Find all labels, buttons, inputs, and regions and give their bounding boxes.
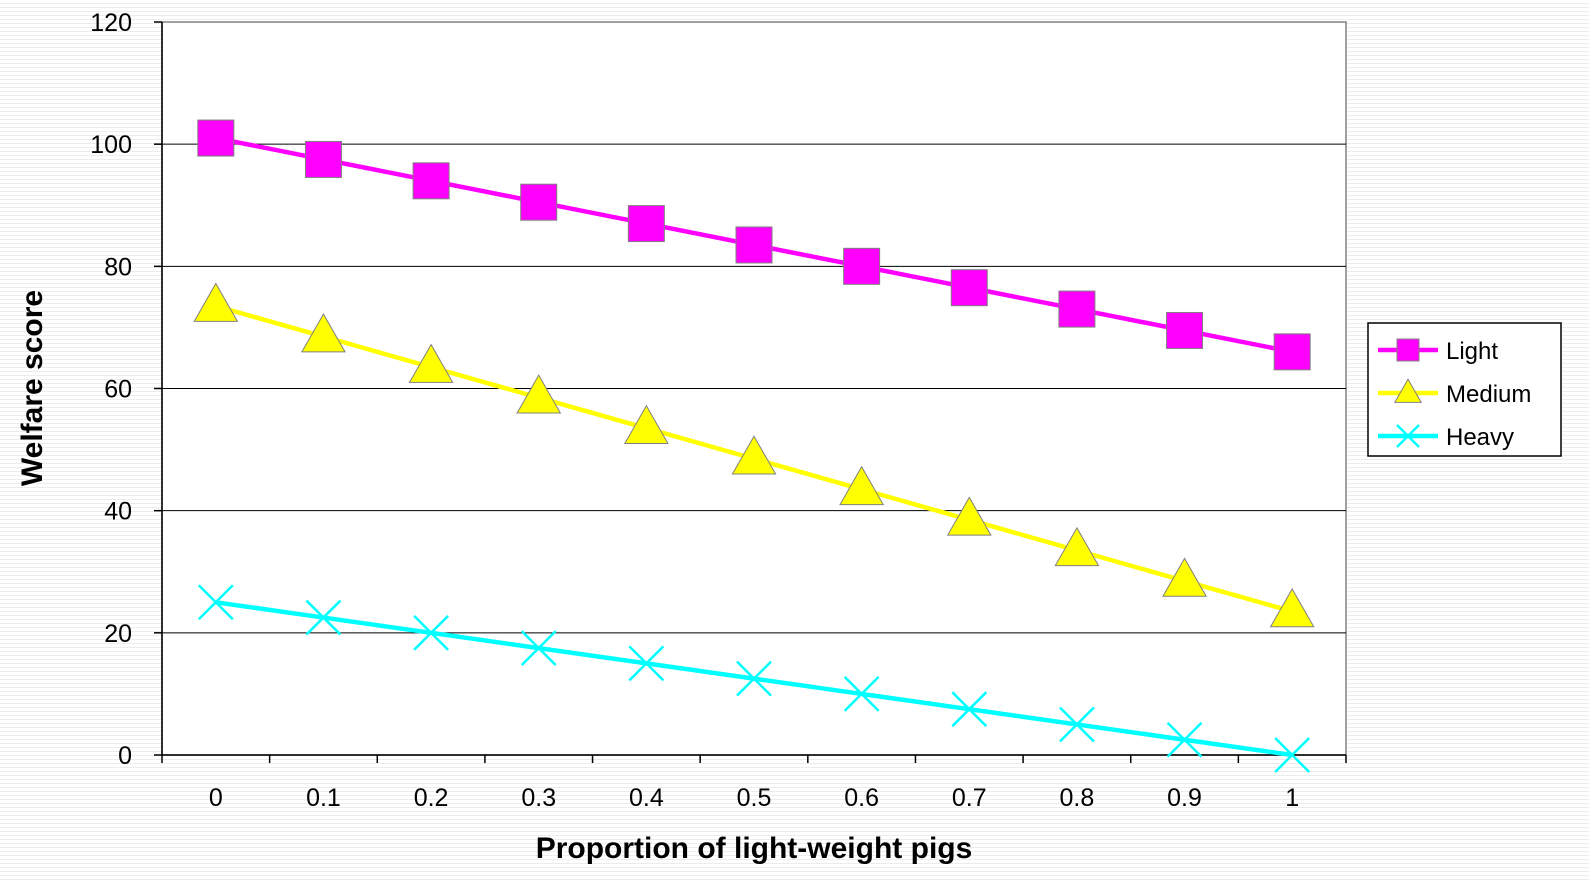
series-layer bbox=[193, 119, 1315, 773]
x-axis-ticks: 0 0.1 0.2 0.3 0.4 0.5 0.6 0.7 0.8 0.9 1 bbox=[161, 755, 1347, 812]
y-axis-ticks: 0 20 40 60 80 100 120 bbox=[90, 9, 162, 770]
legend-swatch-marker bbox=[1396, 424, 1420, 448]
data-point-heavy bbox=[520, 630, 557, 666]
data-point-light bbox=[950, 269, 988, 307]
data-point-medium bbox=[946, 496, 992, 536]
data-point-medium bbox=[623, 404, 669, 445]
x-tick-label: 1 bbox=[1285, 784, 1299, 812]
x-tick-label: 0.6 bbox=[844, 784, 879, 812]
y-tick-label: 0 bbox=[118, 742, 132, 770]
data-point-medium bbox=[408, 343, 454, 383]
legend-label: Heavy bbox=[1446, 424, 1514, 451]
legend-label: Light bbox=[1446, 338, 1498, 365]
data-point-medium bbox=[839, 465, 885, 506]
x-tick-label: 0.7 bbox=[952, 784, 987, 812]
data-point-heavy bbox=[305, 599, 342, 636]
y-tick-label: 100 bbox=[90, 131, 132, 159]
gridlines bbox=[162, 143, 1346, 634]
data-point-medium bbox=[1162, 557, 1208, 597]
data-point-medium bbox=[193, 282, 239, 322]
data-point-light bbox=[1166, 311, 1204, 349]
data-point-heavy bbox=[197, 584, 234, 621]
series-heavy bbox=[197, 584, 1311, 773]
x-tick-label: 0.9 bbox=[1167, 784, 1202, 812]
data-point-heavy-stroke bbox=[1166, 721, 1203, 758]
data-point-medium bbox=[516, 374, 562, 414]
x-tick-label: 0.4 bbox=[629, 784, 664, 812]
data-point-heavy bbox=[628, 645, 665, 682]
legend-label: Medium bbox=[1446, 381, 1531, 408]
data-point-light bbox=[627, 205, 665, 243]
data-point-light bbox=[1058, 290, 1096, 328]
data-point-light bbox=[1273, 333, 1311, 371]
x-axis-title: Proportion of light-weight pigs bbox=[536, 832, 973, 865]
data-point-heavy-stroke bbox=[520, 630, 557, 666]
data-point-light bbox=[520, 183, 558, 221]
data-point-heavy-stroke bbox=[736, 660, 772, 697]
legend-item-heavy: Heavy bbox=[1378, 424, 1514, 451]
data-point-light bbox=[735, 226, 773, 264]
legend-item-medium: Medium bbox=[1378, 378, 1531, 408]
data-point-heavy bbox=[1059, 706, 1095, 743]
data-point-heavy bbox=[413, 614, 449, 651]
y-tick-label: 80 bbox=[104, 253, 132, 281]
data-point-heavy-stroke bbox=[413, 614, 449, 651]
data-point-light bbox=[304, 140, 342, 178]
x-tick-label: 0.8 bbox=[1060, 784, 1095, 812]
data-point-heavy-stroke bbox=[951, 691, 988, 728]
y-tick-label: 20 bbox=[104, 620, 132, 648]
x-tick-label: 0 bbox=[209, 784, 223, 812]
legend-swatch-marker bbox=[1396, 338, 1420, 362]
y-tick-label: 60 bbox=[104, 376, 132, 404]
data-point-heavy bbox=[951, 691, 988, 728]
data-point-medium bbox=[731, 435, 777, 475]
data-point-medium bbox=[300, 313, 346, 353]
series-medium bbox=[193, 282, 1315, 628]
data-point-heavy-stroke bbox=[197, 584, 234, 621]
y-tick-label: 120 bbox=[90, 9, 132, 37]
data-point-heavy bbox=[1166, 721, 1203, 758]
y-axis-title: Welfare score bbox=[16, 290, 49, 486]
x-tick-label: 0.2 bbox=[414, 784, 449, 812]
data-point-light bbox=[843, 247, 881, 285]
legend-item-light: Light bbox=[1378, 338, 1498, 365]
data-point-light bbox=[412, 162, 450, 200]
data-point-light bbox=[197, 119, 235, 157]
data-point-heavy bbox=[736, 660, 772, 697]
x-tick-label: 0.3 bbox=[521, 784, 556, 812]
legend-swatch-marker-stroke bbox=[1396, 424, 1420, 448]
data-point-medium bbox=[1269, 587, 1315, 628]
x-tick-label: 0.5 bbox=[737, 784, 772, 812]
data-point-heavy-stroke bbox=[305, 599, 342, 636]
data-point-heavy-stroke bbox=[843, 676, 880, 712]
data-point-heavy bbox=[1274, 737, 1311, 773]
data-point-heavy-stroke bbox=[628, 645, 665, 682]
series-light bbox=[197, 119, 1311, 371]
legend: Light Medium Heavy bbox=[1367, 322, 1562, 457]
data-point-heavy bbox=[843, 676, 880, 712]
y-tick-label: 40 bbox=[104, 498, 132, 526]
data-point-heavy-stroke bbox=[1059, 706, 1095, 743]
data-point-heavy-stroke bbox=[1274, 737, 1311, 773]
data-point-medium bbox=[1054, 526, 1100, 567]
legend-swatch-marker bbox=[1393, 378, 1423, 403]
x-tick-label: 0.1 bbox=[306, 784, 341, 812]
